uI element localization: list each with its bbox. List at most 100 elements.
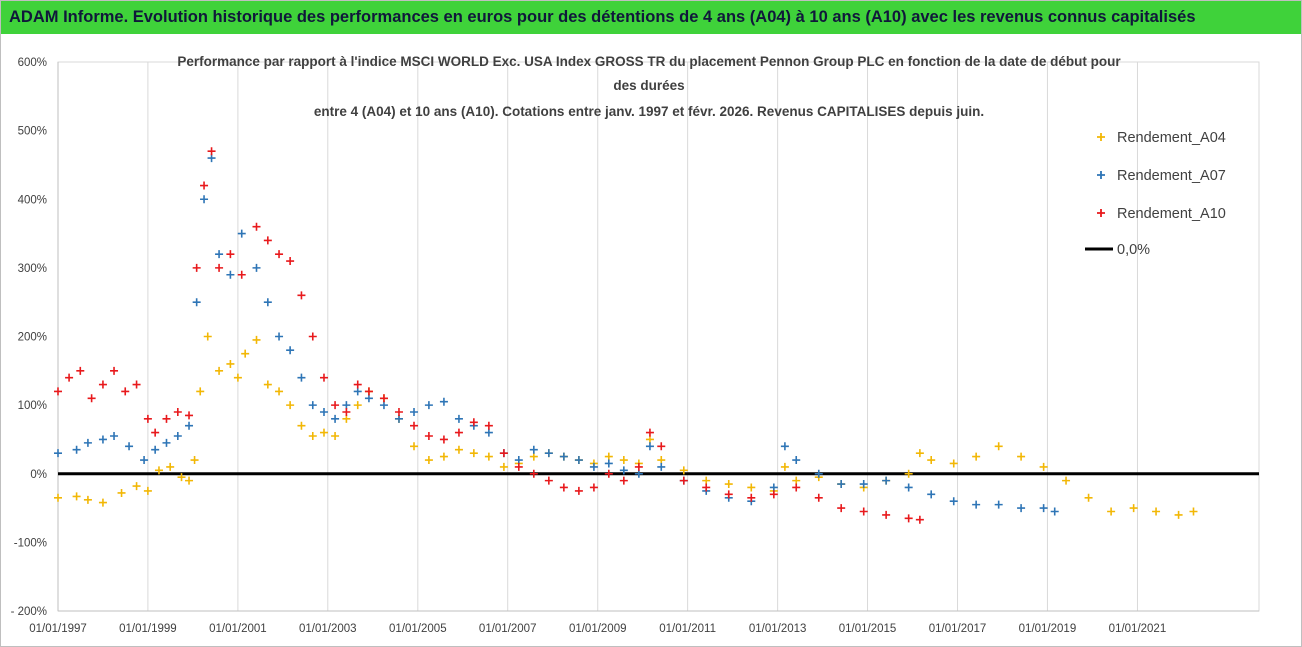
data-point [394, 414, 403, 423]
data-point [177, 473, 186, 482]
data-point [263, 236, 272, 245]
data-point [529, 452, 538, 461]
data-point [454, 414, 463, 423]
data-point [1129, 504, 1138, 513]
data-point [173, 407, 182, 416]
data-point [286, 257, 295, 266]
y-axis: - 200% -100% 0% 100% 200% 300% 400% 500% 600% [11, 57, 59, 618]
data-point [1017, 504, 1026, 513]
data-point [54, 387, 62, 396]
data-point [125, 442, 134, 451]
data-point [657, 462, 666, 471]
data-point [915, 449, 924, 458]
data-point [342, 407, 351, 416]
data-point [559, 483, 568, 492]
data-point [915, 515, 924, 524]
x-tick-label: 01/01/1999 [119, 623, 177, 635]
data-point [574, 486, 583, 495]
data-point [140, 456, 149, 465]
data-point [410, 421, 419, 430]
data-point [499, 462, 508, 471]
data-point [192, 298, 201, 307]
data-point [814, 469, 823, 478]
data-point [645, 428, 654, 437]
series-rendement-a04 [54, 332, 1198, 519]
data-point [207, 147, 216, 156]
data-point [424, 456, 433, 465]
x-tick-label: 01/01/2001 [209, 623, 267, 635]
series-rendement-a10 [54, 147, 924, 524]
data-point [604, 469, 613, 478]
data-point [604, 459, 613, 468]
data-point [226, 250, 235, 259]
data-point [364, 387, 373, 396]
data-point [792, 476, 801, 485]
data-point [252, 263, 261, 272]
data-point [1084, 493, 1093, 502]
data-point [410, 407, 419, 416]
data-point [237, 270, 246, 279]
data-point [439, 452, 448, 461]
data-point [308, 401, 317, 410]
data-point [904, 483, 913, 492]
data-point [98, 435, 107, 444]
data-point [132, 380, 141, 389]
data-point [110, 432, 119, 441]
data-point [252, 335, 261, 344]
data-point [424, 432, 433, 441]
data-point [780, 462, 789, 471]
x-tick-label: 01/01/1997 [29, 623, 87, 635]
data-point [499, 449, 508, 458]
data-point [634, 469, 643, 478]
y-tick-label: 600% [18, 57, 47, 69]
data-point [196, 387, 205, 396]
data-point [792, 456, 801, 465]
chart-title: Performance par rapport à l'indice MSCI … [177, 54, 1121, 119]
data-point [297, 291, 306, 300]
data-point [904, 469, 913, 478]
data-point [215, 263, 224, 272]
data-point [275, 332, 284, 341]
data-point [275, 250, 284, 259]
data-point [949, 497, 958, 506]
data-point [724, 480, 733, 489]
data-point [154, 466, 163, 475]
data-point [619, 456, 628, 465]
x-tick-label: 01/01/2013 [749, 623, 807, 635]
data-point [192, 263, 201, 272]
data-point [1050, 507, 1059, 516]
data-point [604, 452, 613, 461]
data-point [410, 442, 419, 451]
data-point [514, 462, 523, 471]
data-point [994, 442, 1003, 451]
x-tick-label: 01/01/2011 [659, 623, 716, 635]
data-point [233, 373, 242, 382]
data-point [469, 418, 478, 427]
data-point [994, 500, 1003, 509]
data-point [814, 493, 823, 502]
data-point [544, 476, 553, 485]
data-point [484, 428, 493, 437]
data-point [702, 476, 711, 485]
series-rendement-a07 [54, 154, 1059, 516]
data-point [162, 414, 171, 423]
data-point [215, 366, 224, 375]
data-point [207, 154, 216, 163]
data-point [724, 490, 733, 499]
y-tick-label: 500% [18, 126, 47, 138]
data-point [679, 466, 688, 475]
data-point [559, 452, 568, 461]
data-point [780, 442, 789, 451]
data-point [574, 456, 583, 465]
y-tick-label: 100% [18, 400, 47, 412]
data-point [143, 414, 152, 423]
data-point [424, 401, 433, 410]
data-point [1107, 507, 1116, 516]
data-point [215, 250, 224, 259]
data-point [1039, 504, 1048, 513]
data-point [364, 394, 373, 403]
x-tick-label: 01/01/2021 [1109, 623, 1167, 635]
data-point [589, 462, 598, 471]
data-point [353, 387, 362, 396]
